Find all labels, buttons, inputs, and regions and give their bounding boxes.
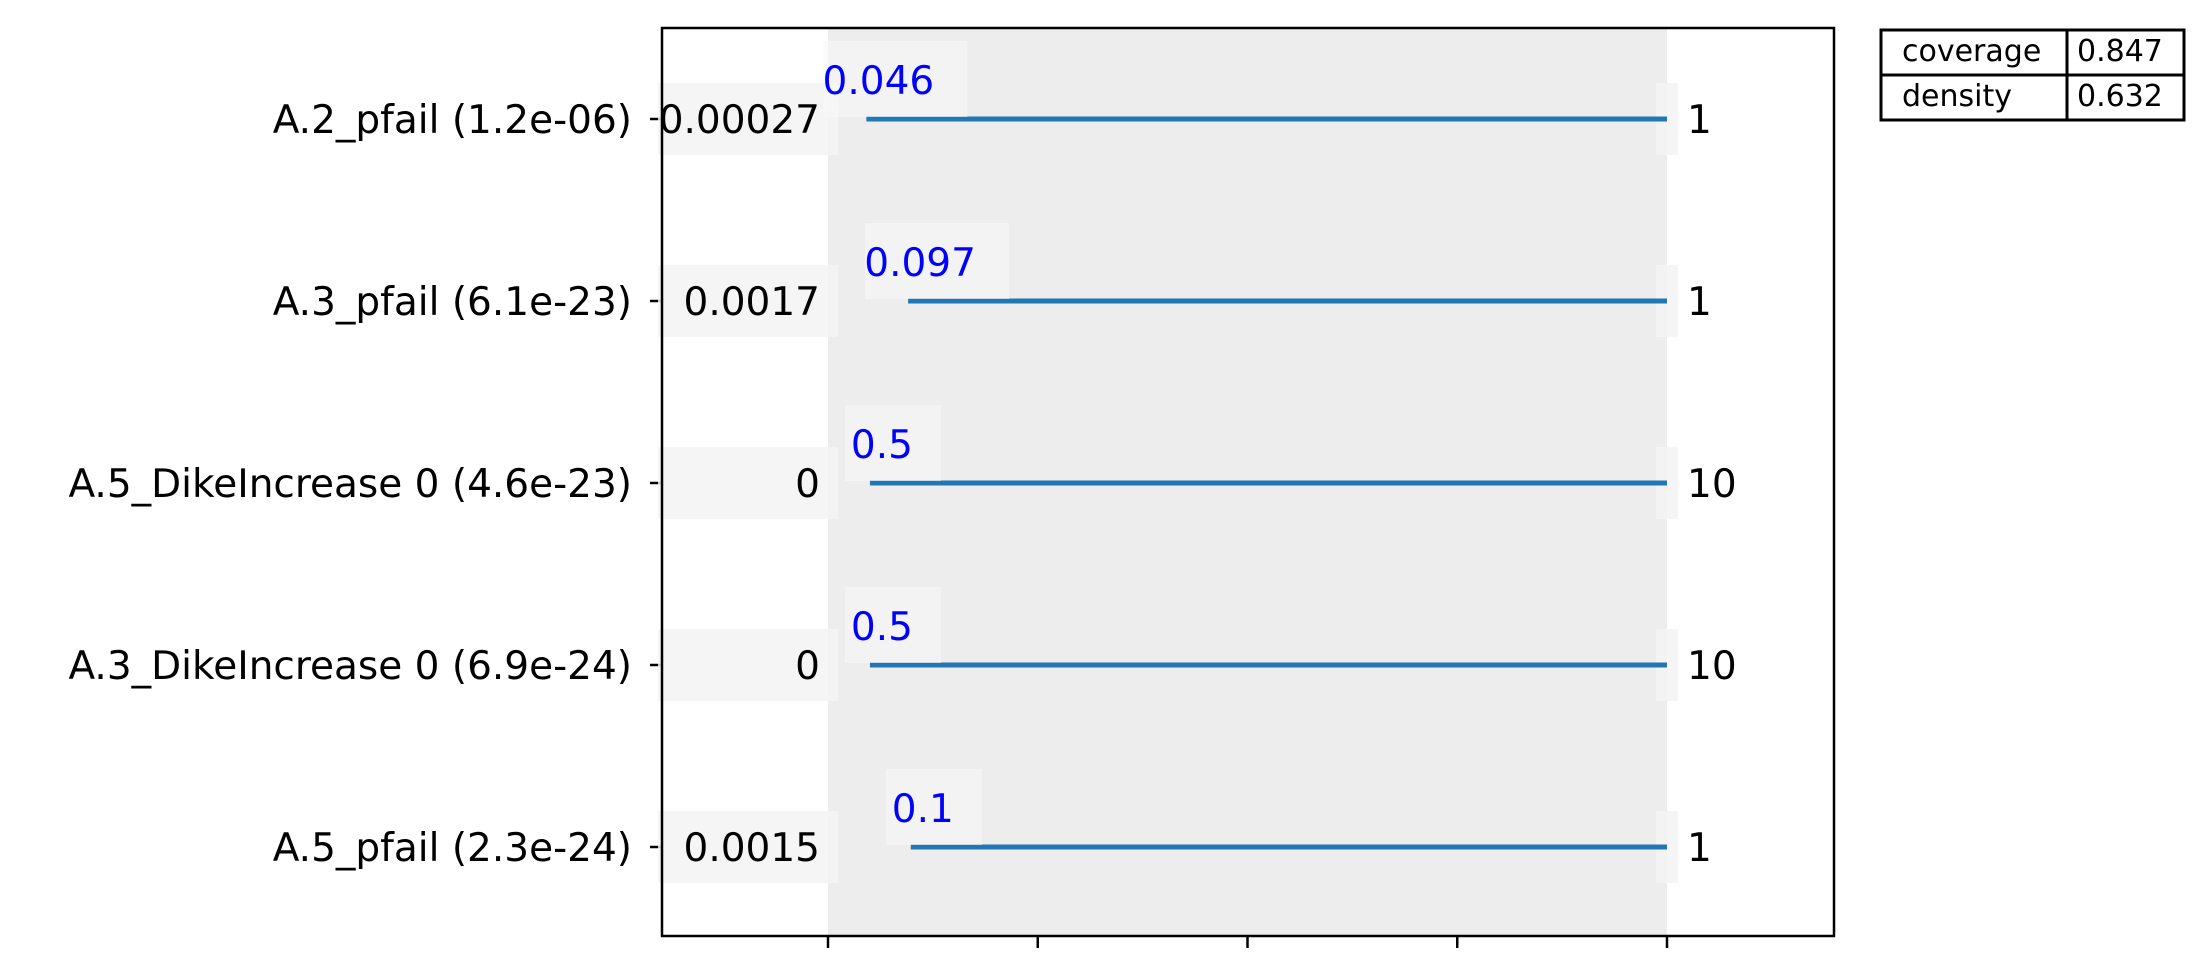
dimension-row: A.5_pfail (2.3e-24) 0.1 0.0015 1 bbox=[273, 769, 1712, 883]
restricted-lower-value: 0.046 bbox=[823, 59, 935, 104]
dimension-label: A.3_DikeIncrease 0 (6.9e-24) bbox=[68, 644, 632, 689]
upper-bound-value: 10 bbox=[1687, 644, 1737, 689]
dimension-label: A.5_DikeIncrease 0 (4.6e-23) bbox=[68, 462, 632, 507]
dimension-label: A.3_pfail (6.1e-23) bbox=[273, 280, 632, 325]
x-ticks bbox=[826, 936, 1669, 948]
lower-bound-value: 0.00027 bbox=[659, 98, 820, 143]
stat-name-density: density bbox=[1902, 79, 2012, 114]
restricted-lower-value: 0.097 bbox=[864, 241, 976, 286]
dimension-row: A.3_DikeIncrease 0 (6.9e-24) 0.5 0 10 bbox=[68, 587, 1737, 701]
restricted-lower-box bbox=[885, 769, 982, 845]
plot-frame bbox=[660, 26, 1836, 938]
upper-bound-value: 1 bbox=[1687, 826, 1712, 871]
lower-bound-value: 0.0015 bbox=[684, 826, 820, 871]
lower-bound-value: 0 bbox=[795, 644, 820, 689]
dimension-label: A.5_pfail (2.3e-24) bbox=[273, 826, 632, 871]
lower-bound-label-box bbox=[658, 629, 838, 701]
restricted-lower-value: 0.5 bbox=[851, 605, 913, 650]
restricted-lower-box bbox=[823, 41, 968, 117]
restricted-lower-box bbox=[844, 405, 941, 481]
stat-value-density: 0.632 bbox=[2077, 79, 2163, 114]
lower-bound-label-box bbox=[658, 447, 838, 519]
dimension-label: A.2_pfail (1.2e-06) bbox=[273, 98, 632, 143]
lower-bound-label-box bbox=[658, 83, 838, 155]
lower-bound-label-box bbox=[658, 265, 838, 337]
restricted-lower-box bbox=[844, 587, 941, 663]
lower-bound-value: 0.0017 bbox=[684, 280, 820, 325]
lower-bound-value: 0 bbox=[795, 462, 820, 507]
dimension-row: A.3_pfail (6.1e-23) 0.097 0.0017 1 bbox=[273, 223, 1712, 337]
lower-bound-label-box bbox=[658, 811, 838, 883]
restricted-lower-value: 0.5 bbox=[851, 423, 913, 468]
stats-table: coverage 0.847 density 0.632 bbox=[1879, 28, 2186, 122]
stat-name-coverage: coverage bbox=[1902, 34, 2041, 69]
upper-bound-value: 1 bbox=[1687, 98, 1712, 143]
restricted-lower-box bbox=[865, 223, 1010, 299]
restricted-lower-value: 0.1 bbox=[892, 787, 954, 832]
upper-bound-value: 1 bbox=[1687, 280, 1712, 325]
upper-bound-value: 10 bbox=[1687, 462, 1737, 507]
dimension-row: A.5_DikeIncrease 0 (4.6e-23) 0.5 0 10 bbox=[68, 405, 1737, 519]
stat-value-coverage: 0.847 bbox=[2077, 34, 2163, 69]
